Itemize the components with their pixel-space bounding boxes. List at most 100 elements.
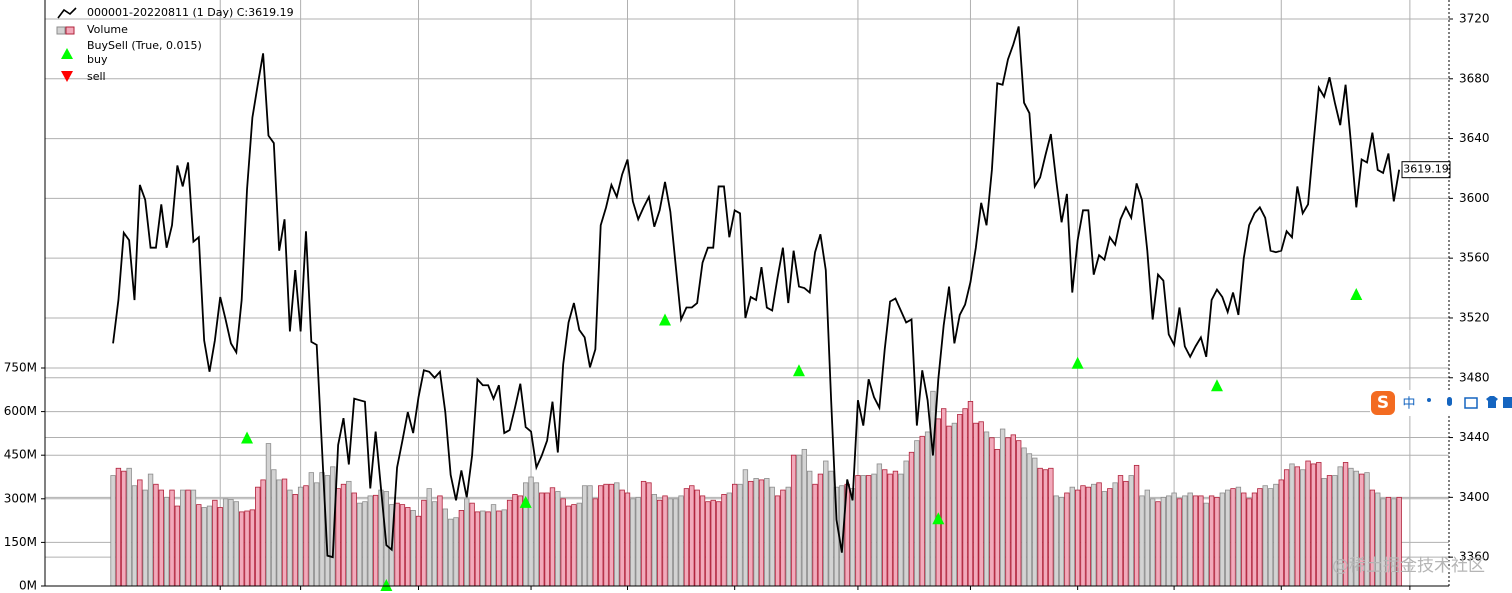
volume-bar [1300,469,1306,587]
volume-bars [110,390,1402,587]
volume-bar [399,504,406,587]
volume-bar [908,451,915,587]
volume-bar [683,488,690,587]
ime-icon[interactable] [1464,397,1478,409]
volume-bar [823,460,829,587]
volume-bar [1289,463,1295,587]
volume-bar [656,499,663,587]
buy-marker [1210,379,1223,392]
volume-bar [1273,483,1279,587]
volume-bar [812,483,818,587]
volume-bar [764,478,770,587]
legend-line-icon [57,7,77,19]
volume-bar [1032,457,1038,587]
volume-bar [367,495,373,587]
volume-bar [1053,495,1059,587]
volume-bar [630,498,636,587]
volume-bar [699,495,706,587]
volume-bar [983,431,990,587]
legend-label: sell [87,70,106,83]
ime-icon[interactable] [1447,397,1452,406]
volume-bar [1310,463,1317,587]
volume-bar [346,480,352,587]
volume-bar [753,478,759,587]
buy-marker [792,364,805,377]
buy-marker [932,512,945,525]
volume-bar [731,483,738,587]
volume-bar [769,486,775,587]
volume-bar [882,469,888,587]
volume-bar [147,473,154,587]
volume-bar [1107,488,1113,587]
volume-bar [308,472,315,587]
volume-bar [110,475,116,587]
volume-bar [238,511,245,587]
volume-bar [1160,496,1167,587]
volume-bar [490,504,497,587]
volume-bar [919,435,925,587]
volume-bar [726,492,732,587]
volume-bar [421,499,427,587]
volume-bar [951,422,958,587]
volume-bar [715,501,722,587]
volume-bar [249,509,256,587]
volume-bar [1192,495,1199,587]
volume-bar [1101,491,1108,587]
volume-bar [121,470,127,587]
volume-bar [758,479,765,587]
volume-bar [544,492,550,587]
volume-bar [372,494,379,587]
volume-bar [1016,440,1022,587]
volume-bar [1230,488,1236,587]
volume-bar [1208,495,1215,587]
volume-bar [555,491,561,587]
y2-tick-label: 3440 [1459,430,1490,444]
buy-marker [1071,356,1084,369]
volume-bar [957,414,963,587]
y-tick-label: 750M [4,360,37,374]
y2-tick-label: 3480 [1459,370,1490,384]
last-value-box [1401,161,1451,179]
volume-bar [115,467,122,587]
volume-bar [126,467,132,587]
volume-bar [442,508,448,587]
volume-bar [876,463,883,587]
volume-bar [598,485,604,587]
volume-bar [314,482,320,587]
volume-bar [265,443,272,587]
y2-tick-label: 3560 [1459,251,1490,265]
volume-bar [673,498,679,587]
volume-bar [1117,475,1124,587]
volume-bar [1262,485,1268,587]
volume-bar [962,408,968,587]
buy-marker [241,431,254,444]
volume-bar [1048,467,1054,587]
volume-bar [222,498,229,587]
volume-bar [1064,492,1070,587]
volume-bar [142,489,148,587]
volume-bar [1139,495,1145,587]
y2-tick-label: 3400 [1459,490,1490,504]
ime-mode[interactable]: 中 [1402,397,1415,412]
volume-bar [287,489,293,587]
volume-bar [774,495,781,587]
ime-icon[interactable] [1427,398,1431,402]
volume-bar [458,510,465,587]
volume-bar [576,502,582,587]
volume-bar [581,485,588,587]
volume-bar [1069,486,1075,587]
ime-logo[interactable] [1371,391,1395,415]
volume-bar [994,448,1000,587]
volume-bar [244,510,250,587]
volume-bar [201,507,207,587]
volume-bar [190,489,197,587]
volume-bar [742,469,749,587]
volume-bar [1225,489,1231,587]
volume-bar [967,401,974,587]
volume-bar [1182,495,1188,587]
ime-icon[interactable] [1503,397,1512,408]
volume-bar [137,479,143,587]
ime-icon[interactable] [1486,396,1498,408]
volume-bar [217,507,223,587]
